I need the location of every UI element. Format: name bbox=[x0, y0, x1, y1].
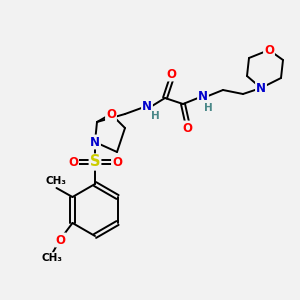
Text: O: O bbox=[68, 155, 78, 169]
Text: S: S bbox=[90, 154, 100, 169]
Text: N: N bbox=[142, 100, 152, 112]
Text: O: O bbox=[264, 44, 274, 56]
Text: N: N bbox=[90, 136, 100, 148]
Text: CH₃: CH₃ bbox=[42, 253, 63, 263]
Text: O: O bbox=[56, 233, 65, 247]
Text: H: H bbox=[151, 111, 159, 121]
Text: O: O bbox=[112, 155, 122, 169]
Text: O: O bbox=[182, 122, 192, 134]
Text: O: O bbox=[106, 107, 116, 121]
Text: N: N bbox=[198, 89, 208, 103]
Text: N: N bbox=[256, 82, 266, 94]
Text: CH₃: CH₃ bbox=[46, 176, 67, 186]
Text: H: H bbox=[204, 103, 212, 113]
Text: O: O bbox=[166, 68, 176, 80]
